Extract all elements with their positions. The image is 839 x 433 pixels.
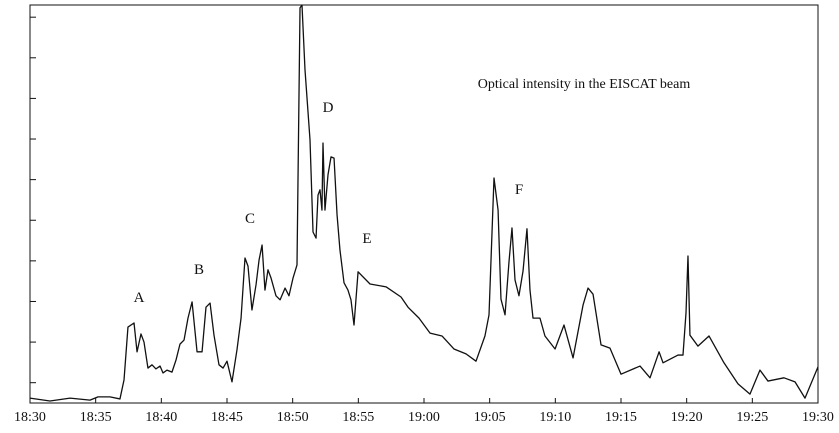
x-tick-label: 19:30	[802, 410, 834, 425]
annotation: D	[323, 100, 334, 116]
x-tick-label: 18:40	[145, 410, 177, 425]
annotation: A	[134, 290, 145, 306]
x-tick-label: 19:25	[736, 410, 768, 425]
chart-title: Optical intensity in the EISCAT beam	[478, 77, 691, 92]
x-tick-label: 19:20	[671, 410, 703, 425]
x-tick-label: 19:15	[605, 410, 637, 425]
x-tick-label: 18:35	[80, 410, 112, 425]
x-tick-label: 19:00	[408, 410, 440, 425]
annotation: B	[194, 262, 204, 278]
annotation: C	[245, 211, 255, 227]
annotation: E	[362, 231, 371, 247]
x-tick-label: 18:50	[277, 410, 309, 425]
annotation: F	[515, 182, 523, 198]
x-tick-label: 18:55	[342, 410, 374, 425]
plot-frame	[29, 4, 819, 404]
data-line	[29, 4, 819, 402]
x-tick-label: 19:10	[539, 410, 571, 425]
x-tick-label: 19:05	[474, 410, 506, 425]
x-tick-label: 18:45	[211, 410, 243, 425]
x-tick-label: 18:30	[14, 410, 46, 425]
